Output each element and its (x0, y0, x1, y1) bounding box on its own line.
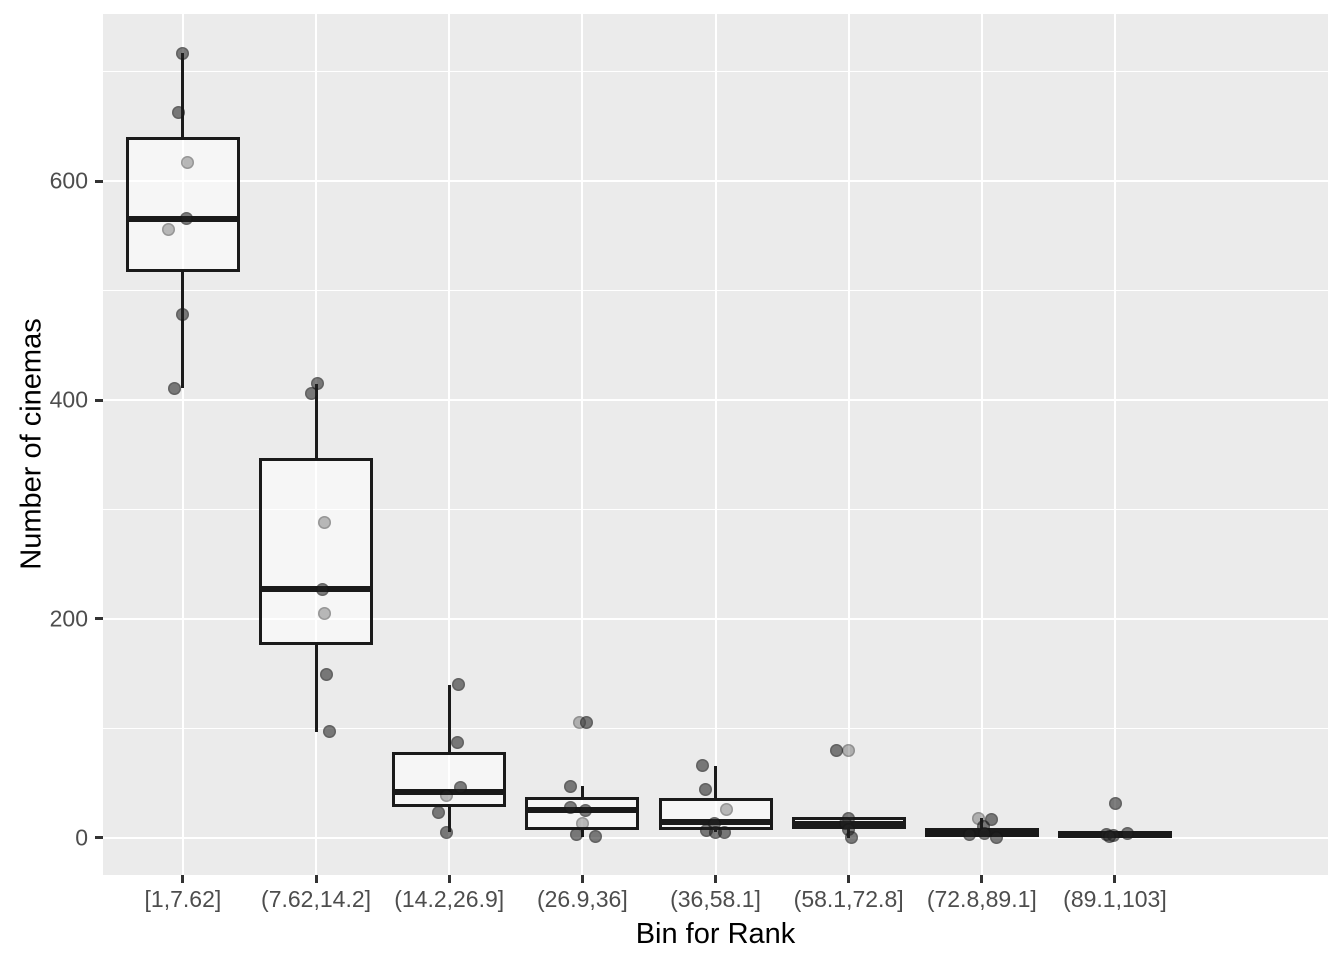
x-axis-tick-3 (580, 875, 584, 883)
x-tick-label-7: (89.1,103] (1063, 886, 1167, 912)
data-point (978, 826, 992, 840)
data-point (990, 831, 1004, 845)
whisker-upper (181, 53, 185, 137)
data-point (588, 830, 602, 844)
gridline-x-5 (847, 14, 850, 875)
data-point (578, 803, 592, 817)
data-point (315, 582, 329, 596)
y-axis-title: Number of cinemas (15, 318, 48, 570)
x-axis-tick-6 (980, 875, 984, 883)
data-point (176, 308, 190, 322)
y-tick-label-200: 200 (49, 605, 88, 632)
data-point (699, 783, 712, 797)
data-point (453, 780, 467, 794)
whisker-lower (447, 807, 451, 833)
y-tick-label-0: 0 (75, 824, 88, 851)
data-point (1109, 797, 1123, 811)
x-tick-label-6: (72.8,89.1] (926, 886, 1037, 912)
box-2 (392, 752, 507, 808)
x-tick-label-1: (7.62,14.2] (261, 886, 372, 912)
y-axis-tick-0 (95, 836, 103, 840)
gridline-x-7 (1113, 14, 1116, 875)
data-point (181, 156, 195, 170)
y-axis-tick-600 (95, 179, 103, 183)
gridline-x-3 (581, 14, 584, 875)
median-2 (392, 788, 507, 795)
whisker-lower (181, 272, 185, 389)
x-axis-tick-5 (847, 875, 851, 883)
gridline-x-6 (980, 14, 983, 875)
data-point (563, 800, 577, 814)
data-point (579, 716, 593, 730)
whisker-upper (447, 684, 451, 753)
data-point (563, 779, 577, 793)
y-tick-label-400: 400 (49, 386, 88, 413)
gridline-x-2 (448, 14, 451, 875)
data-point (317, 607, 331, 621)
x-axis-tick-4 (714, 875, 717, 883)
data-point (569, 828, 583, 842)
y-axis-tick-400 (95, 398, 103, 402)
data-point (1103, 830, 1117, 844)
x-tick-label-0: [1,7.62] (144, 886, 222, 912)
plot-panel (103, 14, 1328, 875)
x-tick-label-4: (36,58.1] (670, 886, 761, 912)
x-axis-tick-7 (1113, 875, 1117, 883)
data-point (439, 788, 453, 802)
box-1 (259, 458, 374, 646)
x-axis-title: Bin for Rank (635, 918, 796, 950)
data-point (439, 825, 453, 839)
data-point (845, 831, 859, 845)
x-tick-label-5: (58.1,72.8] (793, 886, 904, 912)
x-tick-label-2: (14.2,26.9] (394, 886, 505, 912)
data-point (322, 725, 336, 739)
y-tick-label-600: 600 (49, 167, 88, 194)
data-point (963, 828, 977, 842)
data-point (830, 743, 844, 757)
data-point (162, 223, 176, 237)
data-point (319, 668, 333, 682)
data-point (176, 46, 190, 60)
data-point (1121, 826, 1135, 840)
data-point (575, 817, 589, 831)
data-point (451, 678, 465, 692)
x-axis-tick-0 (181, 875, 185, 883)
whisker-upper (314, 383, 318, 459)
y-axis-tick-200 (95, 617, 103, 621)
data-point (720, 802, 733, 816)
data-point (842, 743, 856, 757)
data-point (168, 381, 182, 395)
data-point (718, 825, 731, 839)
data-point (450, 736, 464, 750)
data-point (696, 759, 709, 773)
gridline-x-4 (714, 14, 717, 875)
data-point (172, 105, 186, 119)
data-point (310, 377, 324, 391)
x-axis-tick-2 (447, 875, 451, 883)
gridline-x-0 (181, 14, 184, 875)
whisker-lower (314, 645, 318, 732)
x-tick-label-3: (26.9,36] (536, 886, 628, 912)
x-axis-tick-1 (314, 875, 318, 883)
whisker-upper (580, 786, 584, 798)
data-point (317, 516, 331, 530)
box-0 (125, 136, 240, 273)
data-point (431, 806, 445, 820)
data-point (304, 387, 318, 401)
whisker-upper (714, 765, 717, 799)
data-point (180, 212, 194, 226)
